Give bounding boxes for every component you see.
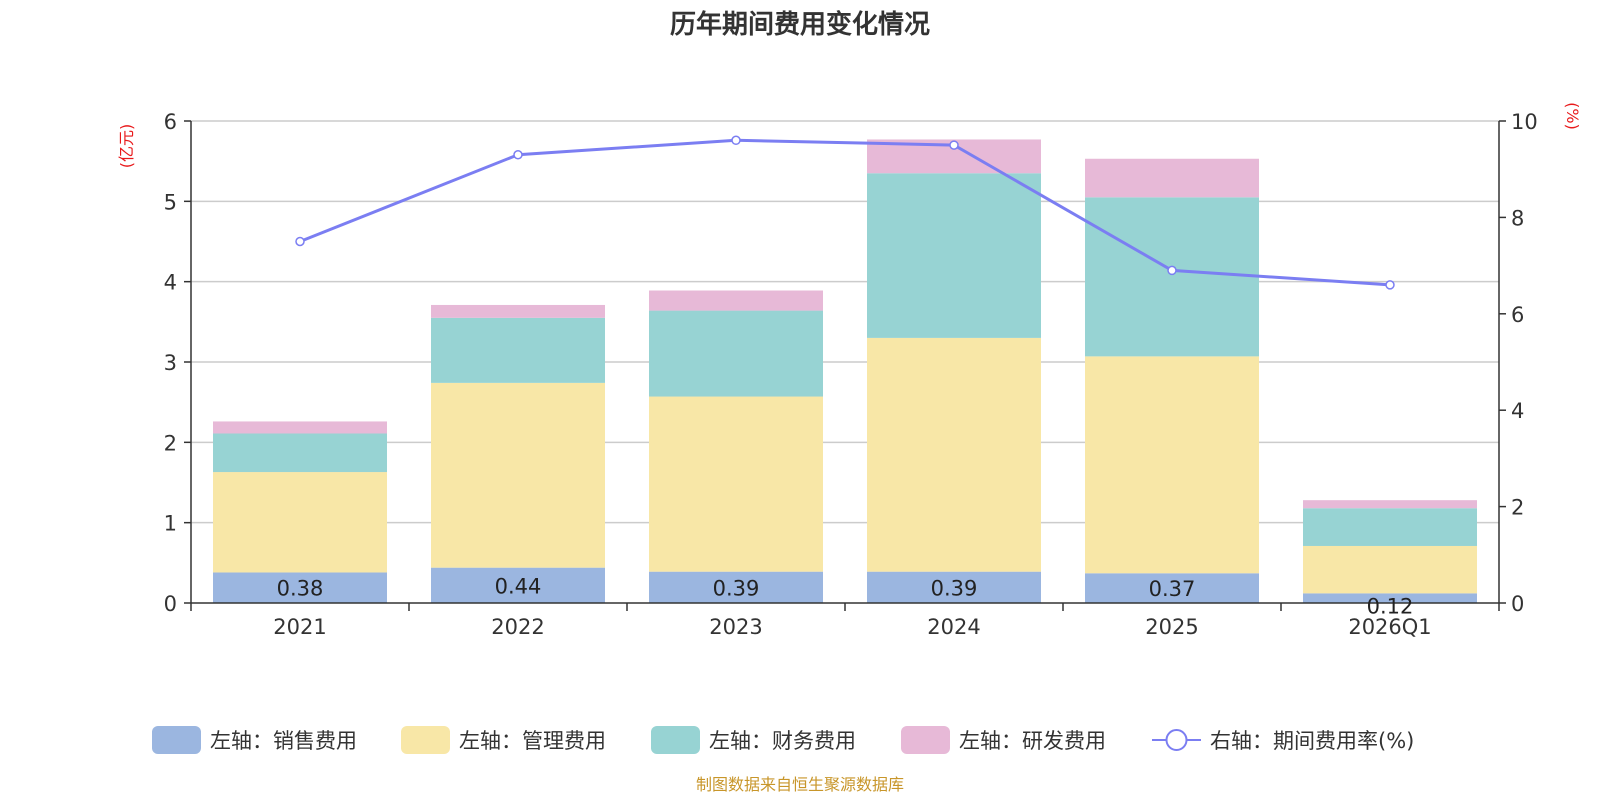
bar-finance [649,310,823,397]
x-axis-tick-label: 2025 [1145,615,1198,639]
left-axis-tick-label: 1 [164,512,177,536]
rate-point [1385,280,1395,290]
bar-admin [867,337,1041,572]
right-axis-tick-label: 10 [1511,110,1538,134]
source-note: 制图数据来自恒生聚源数据库 [696,775,904,794]
bar-sales [431,567,605,603]
grid-lines [191,120,1499,524]
bar-sales [649,571,823,603]
x-axis-tick-label: 2024 [927,615,980,639]
legend-circle-swatch [1165,729,1188,751]
x-axis-tick-label: 2021 [273,615,326,639]
legend-label: 左轴：管理费用 [459,729,606,753]
left-axis-tick-label: 6 [164,110,177,134]
legend-item-rate[interactable]: 右轴：期间费用率(%) [1152,729,1414,753]
axes: 0 1 2 3 4 5 6 0 2 4 6 8 10 2021 2022 2023 2024 2025 2026Q1 [164,110,1538,639]
rate-point [513,149,523,160]
data-label-sales: 0.12 [1367,594,1414,618]
legend-item-finance[interactable]: 左轴：财务费用 [651,726,856,754]
legend-swatch [152,726,201,754]
left-axis-tick-label: 0 [164,592,177,616]
data-label-sales: 0.38 [277,577,324,601]
data-label-sales: 0.44 [495,574,542,598]
legend[interactable]: 左轴：销售费用 左轴：管理费用 左轴：财务费用 左轴：研发费用 右轴：期间费用率(%) [152,726,1414,754]
left-axis-tick-label: 4 [164,271,177,295]
x-axis-tick-label: 2026Q1 [1348,615,1431,639]
chart-title: 历年期间费用变化情况 [670,9,930,40]
rate-point [731,135,741,146]
right-axis-tick-label: 2 [1511,496,1524,520]
legend-swatch [401,726,450,754]
left-axis-unit: (亿元) [117,124,136,169]
bar-sales [867,571,1041,603]
data-label-sales: 0.39 [931,576,978,600]
left-axis-tick-label: 2 [164,431,177,455]
bar-rnd [649,290,823,311]
bar-sales [1303,593,1477,603]
bar-finance [1303,508,1477,546]
bar-rnd [1085,158,1259,198]
left-axis-tick-label: 3 [164,351,177,375]
bar-admin [649,396,823,572]
data-label-sales: 0.37 [1149,577,1196,601]
right-axis-tick-label: 8 [1511,206,1524,230]
rate-point [1167,265,1177,276]
bar-finance [1085,197,1259,357]
legend-item-sales[interactable]: 左轴：销售费用 [152,726,357,754]
bar-admin [213,472,387,573]
rate-line-path [299,138,1391,287]
legend-label: 右轴：期间费用率(%) [1210,729,1414,753]
legend-label: 左轴：销售费用 [210,729,357,753]
bar-rnd [431,304,605,318]
bar-admin [1085,356,1259,574]
right-axis-tick-label: 0 [1511,592,1524,616]
bar-sales [1085,573,1259,603]
bar-finance [431,317,605,383]
x-axis-tick-label: 2023 [709,615,762,639]
bar-rnd [213,421,387,434]
legend-label: 左轴：财务费用 [709,729,856,753]
data-labels: 0.38 0.44 0.39 0.39 0.37 0.12 [277,574,1414,618]
data-label-sales: 0.39 [713,576,760,600]
left-axis-tick-label: 5 [164,190,177,214]
rate-point [949,140,959,150]
rate-point [295,236,305,247]
rate-line [295,135,1395,290]
bars [213,139,1477,603]
right-axis-unit: (%) [1563,102,1582,130]
bar-admin [1303,545,1477,594]
legend-item-rnd[interactable]: 左轴：研发费用 [901,726,1106,754]
bar-admin [431,382,605,568]
legend-label: 左轴：研发费用 [959,729,1106,753]
legend-item-admin[interactable]: 左轴：管理费用 [401,726,606,754]
x-axis-tick-label: 2022 [491,615,544,639]
bar-finance [213,433,387,473]
bar-finance [867,173,1041,338]
legend-swatch [901,726,950,754]
legend-swatch [651,726,700,754]
bar-sales [213,572,387,603]
bar-rnd [1303,500,1477,509]
right-axis-tick-label: 4 [1511,399,1524,423]
right-axis-tick-label: 6 [1511,303,1524,327]
